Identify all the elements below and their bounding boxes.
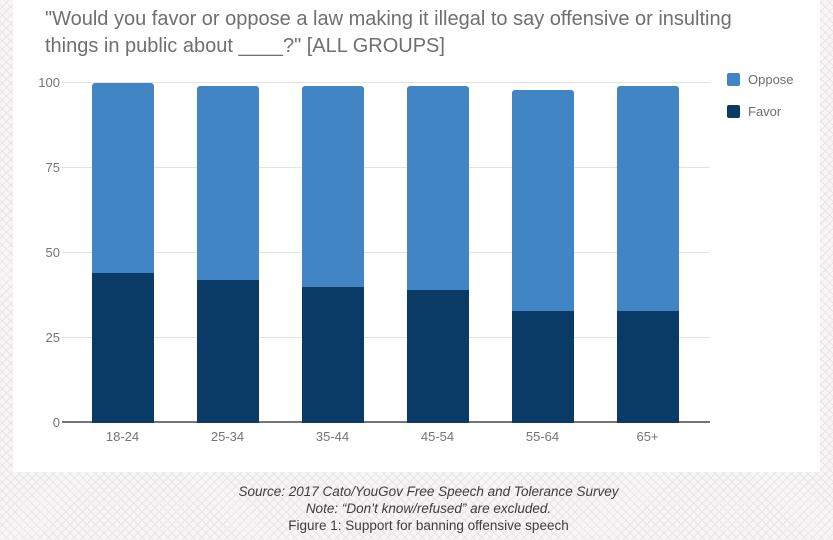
favor-segment-25-34: [196, 280, 259, 423]
oppose-segment-45-54: [406, 86, 469, 291]
bar-25-34: [196, 83, 259, 423]
y-tick-label-0: 0: [52, 415, 60, 430]
gridline-100: [62, 82, 710, 83]
bar-65+: [616, 83, 679, 423]
gridline-75: [62, 167, 710, 168]
gridline-50: [62, 252, 710, 253]
chart-footer: Source: 2017 Cato/YouGov Free Speech and…: [25, 483, 832, 534]
x-tick-label-25-34: 25-34: [210, 429, 245, 444]
favor-segment-65+: [616, 310, 679, 423]
bar-55-64: [511, 83, 574, 423]
favor-segment-18-24: [91, 273, 154, 423]
oppose-segment-25-34: [196, 86, 259, 281]
legend-label-oppose: Oppose: [748, 72, 794, 87]
favor-segment-45-54: [406, 290, 469, 423]
x-tick-label-65+: 65+: [636, 429, 659, 444]
chart-card: "Would you favor or oppose a law making …: [13, 0, 820, 472]
legend: Oppose Favor: [727, 72, 794, 136]
y-axis: 100 75 50 25 0: [13, 75, 60, 430]
y-tick-label-100: 100: [38, 75, 60, 90]
x-tick-label-55-64: 55-64: [525, 429, 560, 444]
x-tick-label-35-44: 35-44: [315, 429, 350, 444]
plot-area: [62, 82, 710, 423]
favor-segment-55-64: [511, 310, 574, 423]
x-axis-line: [62, 421, 710, 423]
oppose-segment-18-24: [91, 83, 154, 274]
bar-45-54: [406, 83, 469, 423]
favor-swatch-icon: [727, 105, 740, 118]
gridlines: [62, 82, 710, 423]
y-tick-label-50: 50: [45, 245, 60, 260]
oppose-segment-65+: [616, 86, 679, 311]
legend-item-oppose: Oppose: [727, 72, 794, 87]
favor-segment-35-44: [301, 287, 364, 423]
y-tick-label-25: 25: [45, 330, 60, 345]
gridline-25: [62, 337, 710, 338]
oppose-segment-55-64: [511, 89, 574, 311]
oppose-segment-35-44: [301, 86, 364, 287]
x-axis: 18-24 25-34 35-44 45-54 55-64 65+: [70, 429, 700, 444]
oppose-swatch-icon: [727, 73, 740, 86]
bar-35-44: [301, 83, 364, 423]
legend-label-favor: Favor: [748, 104, 782, 119]
y-tick-label-75: 75: [45, 160, 60, 175]
source-note: Source: 2017 Cato/YouGov Free Speech and…: [238, 484, 619, 499]
figure-caption: Figure 1: Support for banning offensive …: [288, 518, 569, 533]
bar-18-24: [91, 83, 154, 423]
exclusion-note: Note: “Don’t know/refused” are excluded.: [305, 501, 552, 516]
legend-item-favor: Favor: [727, 104, 794, 119]
x-tick-label-18-24: 18-24: [105, 429, 140, 444]
bars: [70, 83, 700, 423]
chart-title: "Would you favor or oppose a law making …: [45, 8, 732, 57]
x-tick-label-45-54: 45-54: [420, 429, 455, 444]
